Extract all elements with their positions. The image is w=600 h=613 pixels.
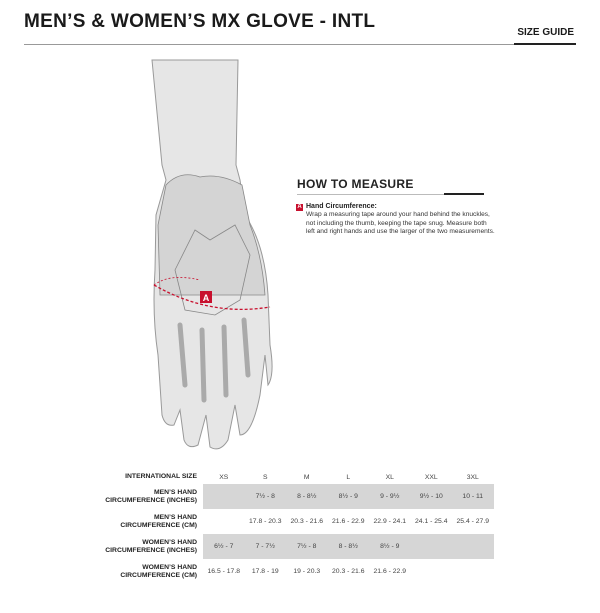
table-cell: [203, 484, 245, 509]
row-label: WOMEN’S HAND CIRCUMFERENCE (INCHES): [100, 534, 203, 559]
table-header-row: INTERNATIONAL SIZE XS S M L XL XXL 3XL: [100, 470, 494, 484]
table-cell: 8½ - 9: [327, 484, 369, 509]
table-row: WOMEN’S HAND CIRCUMFERENCE (CM) 16.5 - 17.…: [100, 559, 494, 584]
table-cell: 7 - 7½: [244, 534, 286, 559]
table-cell: 16.5 - 17.8: [207, 568, 241, 575]
table-cell: 8 - 8½: [327, 534, 369, 559]
heading-divider: [297, 194, 484, 195]
row-label: MEN’S HAND CIRCUMFERENCE (CM): [100, 509, 203, 534]
glove-illustration: A: [151, 59, 273, 450]
table-cell: 21.6 - 22.9: [332, 518, 365, 525]
table-cell: 24.1 - 25.4: [415, 518, 448, 525]
row-label-line2: CIRCUMFERENCE (INCHES): [105, 496, 197, 504]
row-label: MEN’S HAND CIRCUMFERENCE (INCHES): [100, 484, 203, 509]
how-to-measure-heading: HOW TO MEASURE: [297, 177, 414, 191]
size-m: M: [303, 473, 310, 481]
table-cell: 20.3 - 21.6: [332, 568, 365, 575]
header-label: INTERNATIONAL SIZE: [125, 473, 197, 480]
table-cell: 7½ - 8: [244, 484, 286, 509]
table-cell: 9 - 9½: [369, 484, 411, 509]
table-cell: [203, 509, 245, 534]
table-cell: 6½ - 7: [203, 534, 245, 559]
table-cell: [411, 559, 453, 584]
table-cell: [452, 534, 494, 559]
table-cell: [410, 534, 452, 559]
row-label-line1: WOMEN’S HAND: [142, 538, 197, 546]
table-cell: 8½ - 9: [369, 534, 411, 559]
table-cell: 10 - 11: [452, 484, 494, 509]
table-row: WOMEN’S HAND CIRCUMFERENCE (INCHES) 6½ - 7…: [100, 534, 494, 559]
row-label-line2: CIRCUMFERENCE (CM): [120, 571, 197, 579]
table-cell: 17.8 - 19: [251, 568, 279, 575]
hand-marker-a: [200, 291, 212, 303]
row-label-line1: MEN’S HAND: [153, 513, 197, 521]
size-l: L: [346, 473, 351, 481]
table-cell: 8 - 8½: [286, 484, 328, 509]
size-xl: XL: [385, 473, 394, 481]
size-3xl: 3XL: [466, 473, 479, 481]
table-cell: [452, 559, 494, 584]
size-xs: XS: [219, 473, 229, 481]
page-title: MEN’S & WOMEN’S MX GLOVE - INTL: [24, 11, 376, 32]
table-cell: 21.6 - 22.9: [373, 568, 407, 575]
row-label-line2: CIRCUMFERENCE (CM): [120, 521, 197, 529]
size-s: S: [262, 473, 268, 481]
row-label-line1: MEN’S HAND: [153, 488, 197, 496]
table-cell: 22.9 - 24.1: [373, 518, 407, 525]
table-cell: 25.4 - 27.9: [456, 518, 490, 525]
size-guide-underline: [514, 43, 576, 45]
row-label: WOMEN’S HAND CIRCUMFERENCE (CM): [100, 559, 203, 584]
heading-divider-accent: [444, 193, 484, 195]
row-label-line2: CIRCUMFERENCE (INCHES): [105, 546, 197, 554]
hand-circumference-description: Wrap a measuring tape around your hand b…: [306, 211, 495, 236]
hand-marker-label: A: [203, 293, 210, 303]
table-cell: 20.3 - 21.6: [290, 518, 324, 525]
size-table: INTERNATIONAL SIZE XS S M L XL XXL 3XL M…: [100, 470, 494, 584]
header-divider: [24, 44, 576, 45]
table-cell: 19 - 20.3: [293, 568, 321, 575]
size-guide-label: SIZE GUIDE: [517, 27, 574, 38]
table-cell: 17.8 - 20.3: [249, 518, 282, 525]
size-xxl: XXL: [424, 473, 438, 481]
marker-a: A: [296, 204, 303, 211]
table-row: MEN’S HAND CIRCUMFERENCE (CM) 17.8 - 20.3 2…: [100, 509, 494, 534]
hand-circumference-label: Hand Circumference:: [306, 203, 377, 210]
row-label-line1: WOMEN’S HAND: [142, 563, 197, 571]
table-cell: 7½ - 8: [286, 534, 328, 559]
table-cell: 9½ - 10: [410, 484, 452, 509]
